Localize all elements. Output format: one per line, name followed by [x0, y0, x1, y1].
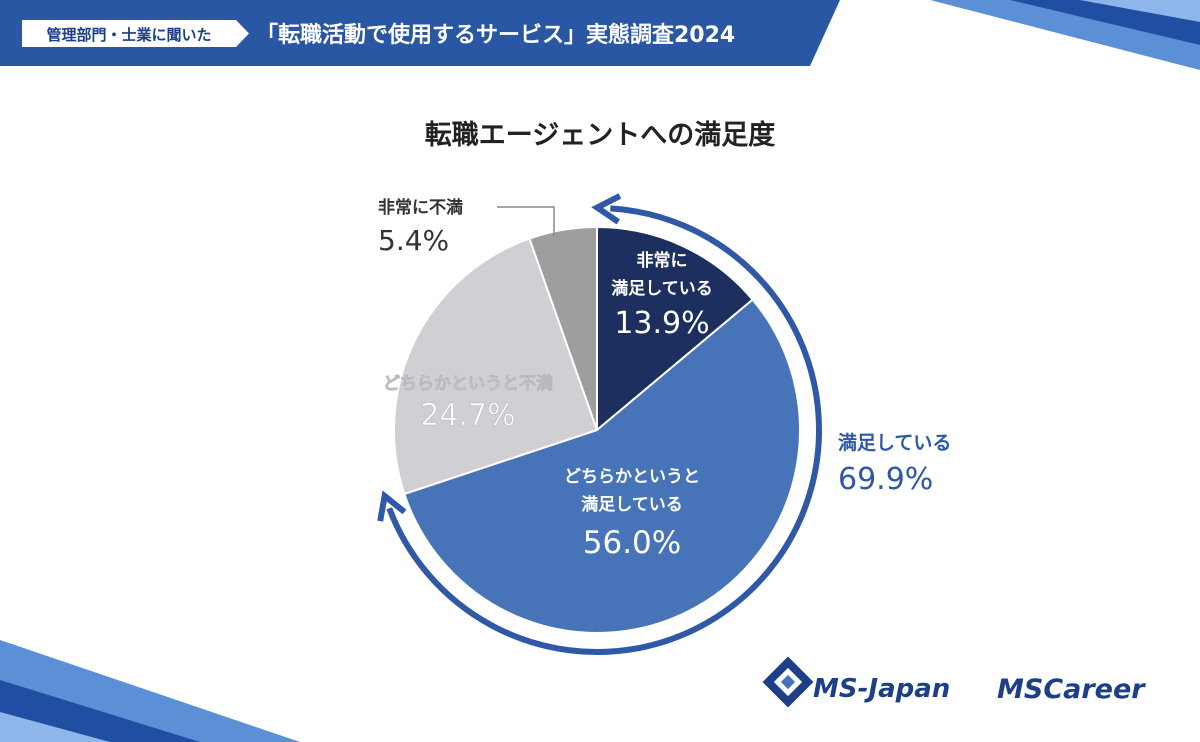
decor-bottom-left — [0, 640, 300, 742]
slice-label-line: 満足している — [611, 278, 713, 299]
slice-label-line: どちらかというと不満 — [383, 373, 553, 394]
ms-career-wordmark: MSCareer — [997, 674, 1146, 705]
header-title: 「転職活動で使用するサービス」実態調査2024 — [256, 22, 735, 48]
ms-japan-wordmark: MS-Japan — [813, 674, 950, 704]
group-annotation-label: 満足している — [838, 432, 951, 454]
slice-label-very-satisfied: 非常に 満足している 13.9% — [611, 250, 713, 341]
ms-japan-logo: MS-Japan — [762, 656, 950, 708]
decor-top-right — [930, 0, 1200, 70]
satisfied-group-arc — [377, 193, 822, 655]
header-bar — [0, 0, 840, 66]
group-arc-arrowhead-start — [591, 193, 622, 225]
slice-value: 56.0% — [583, 525, 681, 561]
slice-value: 5.4% — [378, 224, 449, 257]
pie-slice-somewhat-satisfied — [403, 298, 801, 634]
header-tag: 管理部門・士業に聞いた — [46, 26, 211, 44]
group-arc-line — [386, 205, 822, 655]
group-annotation-value: 69.9% — [838, 462, 933, 497]
chart-title: 転職エージェントへの満足度 — [425, 119, 775, 151]
slice-label-line: 満足している — [581, 494, 683, 515]
ms-japan-emblem-icon — [762, 656, 814, 708]
header-tag-arrow — [236, 20, 249, 47]
slice-label-line: 非常に不満 — [378, 197, 463, 218]
pie-slice-somewhat-dissatisfied — [393, 237, 599, 496]
header-tag-box — [22, 20, 236, 47]
group-arc-arrowhead-end — [377, 490, 407, 522]
pie-slice-very-dissatisfied — [528, 225, 598, 431]
slice-label-somewhat-dissatisfied: どちらかというと不満 24.7% — [383, 373, 554, 434]
pie-chart — [393, 225, 801, 634]
slice-label-line: 非常に — [637, 250, 688, 271]
pie-slice-very-satisfied — [596, 225, 755, 433]
slice-label-line: どちらかというと — [564, 467, 700, 487]
slice-value: 24.7% — [420, 398, 515, 433]
small-slice-leader-line — [497, 206, 555, 236]
slice-label-very-dissatisfied: 非常に不満 5.4% — [378, 197, 463, 257]
header-banner: 管理部門・士業に聞いた 「転職活動で使用するサービス」実態調査2024 — [0, 0, 840, 66]
slice-value: 13.9% — [614, 306, 709, 341]
slice-label-somewhat-satisfied: どちらかというと 満足している 56.0% — [564, 467, 700, 561]
